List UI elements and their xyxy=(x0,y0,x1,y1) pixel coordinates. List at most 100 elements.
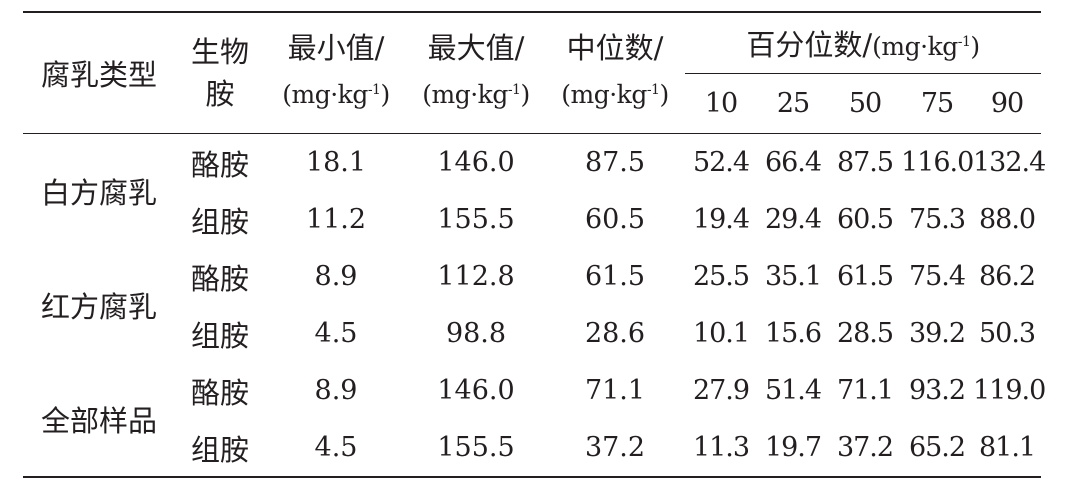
header-percentile-title: 百分位数/ xyxy=(746,28,873,62)
header-amine: 生物 胺 xyxy=(175,11,265,134)
median-cell: 61.5 xyxy=(584,261,646,292)
amine-cell: 组胺 xyxy=(190,318,249,353)
median-cell: 28.6 xyxy=(584,318,646,349)
median-cell: 60.5 xyxy=(584,204,646,235)
p25-cell: 19.7 xyxy=(757,419,829,478)
p25-cell: 66.4 xyxy=(764,147,822,178)
biogenic-amine-table: 腐乳类型 生物 胺 最小值/ (mg·kg-1) 最大值/ xyxy=(23,11,1046,478)
table-row: 白方腐乳 酪胺 18.1 146.0 87.5 52.4 66.4 87.5 1… xyxy=(23,134,1046,210)
p25-cell: 35.1 xyxy=(764,261,822,292)
header-type: 腐乳类型 xyxy=(23,11,175,134)
unit-open: (mg xyxy=(282,80,331,109)
max-cell: 155.5 xyxy=(407,419,545,478)
unit-kg: kg xyxy=(927,32,959,61)
p25-cell: 15.6 xyxy=(764,318,822,349)
min-cell: 8.9 xyxy=(314,261,358,292)
header-percentile: 百分位数/(mg·kg-1) xyxy=(685,11,1042,74)
header-percentile-unit: (mg·kg-1) xyxy=(872,32,980,61)
table-row: 组胺 4.5 98.8 28.6 10.1 15.6 28.5 39.2 50.… xyxy=(23,305,1041,362)
table-row: 红方腐乳 酪胺 8.9 112.8 61.5 25.5 35.1 61.5 75… xyxy=(23,248,1041,324)
p10-cell: 27.9 xyxy=(692,375,750,406)
p75-cell: 65.2 xyxy=(901,419,973,478)
max-cell: 146.0 xyxy=(437,375,515,406)
min-cell: 4.5 xyxy=(265,419,407,478)
p50-cell: 87.5 xyxy=(836,147,894,178)
p90-cell: 50.3 xyxy=(978,318,1036,349)
header-p25: 25 xyxy=(757,73,829,134)
min-cell: 18.1 xyxy=(305,147,367,178)
unit-dot: · xyxy=(330,80,338,109)
p90-cell: 88.0 xyxy=(978,204,1036,235)
header-type-label: 腐乳类型 xyxy=(40,58,157,92)
amine-cell: 酪胺 xyxy=(190,261,249,296)
p75-cell: 93.2 xyxy=(908,375,966,406)
unit-open: (mg xyxy=(561,80,610,109)
unit-close: ) xyxy=(380,80,390,109)
header-p10: 10 xyxy=(685,73,757,134)
amine-cell: 酪胺 xyxy=(190,375,249,410)
header-p50: 50 xyxy=(829,73,901,134)
p50-cell: 60.5 xyxy=(836,204,894,235)
header-amine-line1: 生物 xyxy=(190,35,249,69)
max-cell: 146.0 xyxy=(437,147,515,178)
amine-cell: 组胺 xyxy=(190,204,249,239)
p25-cell: 51.4 xyxy=(764,375,822,406)
header-row-2: 10 25 50 75 90 xyxy=(23,73,1042,134)
table-row: 组胺 4.5 155.5 37.2 11.3 19.7 37.2 65.2 81… xyxy=(23,419,1042,478)
p10-cell: 52.4 xyxy=(692,147,750,178)
table-row: 全部样品 酪胺 8.9 146.0 71.1 27.9 51.4 71.1 93… xyxy=(23,362,1046,478)
p50-cell: 37.2 xyxy=(829,419,901,478)
p75-cell: 39.2 xyxy=(908,318,966,349)
unit-exponent: -1 xyxy=(507,82,521,98)
header-min-unit: (mg·kg-1) xyxy=(282,80,390,109)
unit-close: ) xyxy=(520,80,530,109)
unit-kg: kg xyxy=(477,80,509,109)
unit-open: (mg xyxy=(422,80,471,109)
p50-cell: 71.1 xyxy=(836,375,894,406)
amine-cell: 酪胺 xyxy=(190,147,249,182)
median-cell: 71.1 xyxy=(584,375,646,406)
unit-kg: kg xyxy=(337,80,369,109)
min-cell: 11.2 xyxy=(305,204,367,235)
unit-exponent: -1 xyxy=(646,82,660,98)
median-cell: 87.5 xyxy=(584,147,646,178)
p90-cell: 86.2 xyxy=(978,261,1036,292)
p10-cell: 25.5 xyxy=(692,261,750,292)
header-amine-line2: 胺 xyxy=(205,77,235,111)
max-cell: 98.8 xyxy=(445,318,507,349)
header-p75: 75 xyxy=(901,73,973,134)
median-cell: 37.2 xyxy=(545,419,685,478)
header-median-title: 中位数/ xyxy=(566,31,664,65)
amine-cell: 组胺 xyxy=(175,419,265,478)
p75-cell: 75.4 xyxy=(908,261,966,292)
p90-cell: 119.0 xyxy=(973,375,1046,406)
p50-cell: 61.5 xyxy=(836,261,894,292)
p10-cell: 19.4 xyxy=(692,204,750,235)
min-cell: 8.9 xyxy=(314,375,358,406)
header-min-title: 最小值/ xyxy=(287,31,385,65)
header-median: 中位数/ (mg·kg-1) xyxy=(545,11,685,134)
p25-cell: 29.4 xyxy=(764,204,822,235)
header-max-unit: (mg·kg-1) xyxy=(422,80,530,109)
max-cell: 112.8 xyxy=(437,261,515,292)
unit-exponent: -1 xyxy=(957,34,971,50)
p50-cell: 28.5 xyxy=(836,318,894,349)
unit-open: (mg xyxy=(872,32,921,61)
max-cell: 155.5 xyxy=(437,204,515,235)
p75-cell: 116.0 xyxy=(901,147,974,178)
p90-cell: 132.4 xyxy=(973,147,1046,178)
header-median-unit: (mg·kg-1) xyxy=(561,80,669,109)
group-name-cell: 全部样品 xyxy=(23,362,175,478)
p10-cell: 10.1 xyxy=(692,318,750,349)
biogenic-amine-table-container: 腐乳类型 生物 胺 最小值/ (mg·kg-1) 最大值/ xyxy=(23,11,1046,478)
header-max-title: 最大值/ xyxy=(427,31,525,65)
p90-cell: 81.1 xyxy=(973,419,1042,478)
unit-kg: kg xyxy=(616,80,648,109)
group-name-cell: 红方腐乳 xyxy=(40,290,157,324)
unit-dot: · xyxy=(609,80,617,109)
table-body: 白方腐乳 酪胺 18.1 146.0 87.5 52.4 66.4 87.5 1… xyxy=(23,134,1046,478)
header-max: 最大值/ (mg·kg-1) xyxy=(407,11,545,134)
header-min: 最小值/ (mg·kg-1) xyxy=(265,11,407,134)
p10-cell: 11.3 xyxy=(685,419,757,478)
unit-close: ) xyxy=(659,80,669,109)
